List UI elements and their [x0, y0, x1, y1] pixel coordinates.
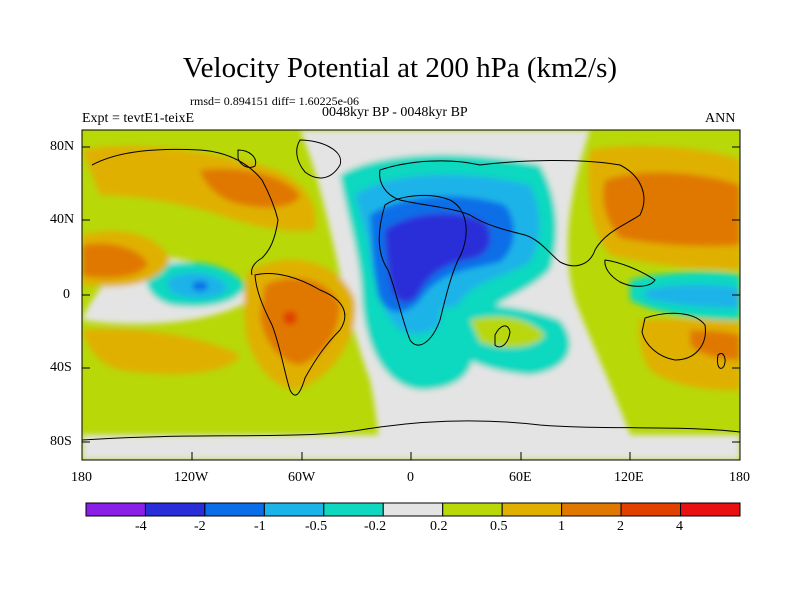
colorbar-label: 1 [558, 519, 565, 535]
south-america-positive-core [283, 311, 297, 325]
colorbar-label: -0.2 [364, 519, 386, 535]
lat-label: 80N [50, 139, 74, 155]
colorbar-swatch [383, 503, 442, 516]
colorbar-label: -2 [194, 519, 206, 535]
contour-field [82, 130, 740, 460]
colorbar-swatch [681, 503, 740, 516]
colorbar-swatch [621, 503, 680, 516]
colorbar-swatch [562, 503, 621, 516]
colorbar-swatch [205, 503, 264, 516]
colorbar-label: 0.5 [490, 519, 508, 535]
lat-label: 40N [50, 212, 74, 228]
colorbar-swatch [502, 503, 561, 516]
lat-label: 40S [50, 360, 72, 376]
lon-label: 120E [614, 470, 644, 486]
lon-label: 60W [288, 470, 315, 486]
lat-label: 0 [63, 287, 70, 303]
colorbar-label: -0.5 [305, 519, 327, 535]
colorbar-swatch [324, 503, 383, 516]
lon-label: 60E [509, 470, 532, 486]
colorbar-swatch [86, 503, 145, 516]
colorbar-label: -4 [135, 519, 147, 535]
colorbar-label: 0.2 [430, 519, 448, 535]
colorbar-swatch [145, 503, 204, 516]
east-asia-positive-inner [603, 172, 740, 246]
pacific-negative-core [192, 281, 208, 291]
lon-label: 120W [174, 470, 208, 486]
colorbar-swatch [264, 503, 323, 516]
colorbar-label: -1 [254, 519, 266, 535]
lon-label: 180 [71, 470, 92, 486]
lat-label: 80S [50, 434, 72, 450]
lon-label: 0 [407, 470, 414, 486]
colorbar [86, 503, 740, 516]
colorbar-label: 2 [617, 519, 624, 535]
map-figure [0, 0, 800, 600]
colorbar-label: 4 [676, 519, 683, 535]
colorbar-swatch [443, 503, 502, 516]
lon-label: 180 [729, 470, 750, 486]
